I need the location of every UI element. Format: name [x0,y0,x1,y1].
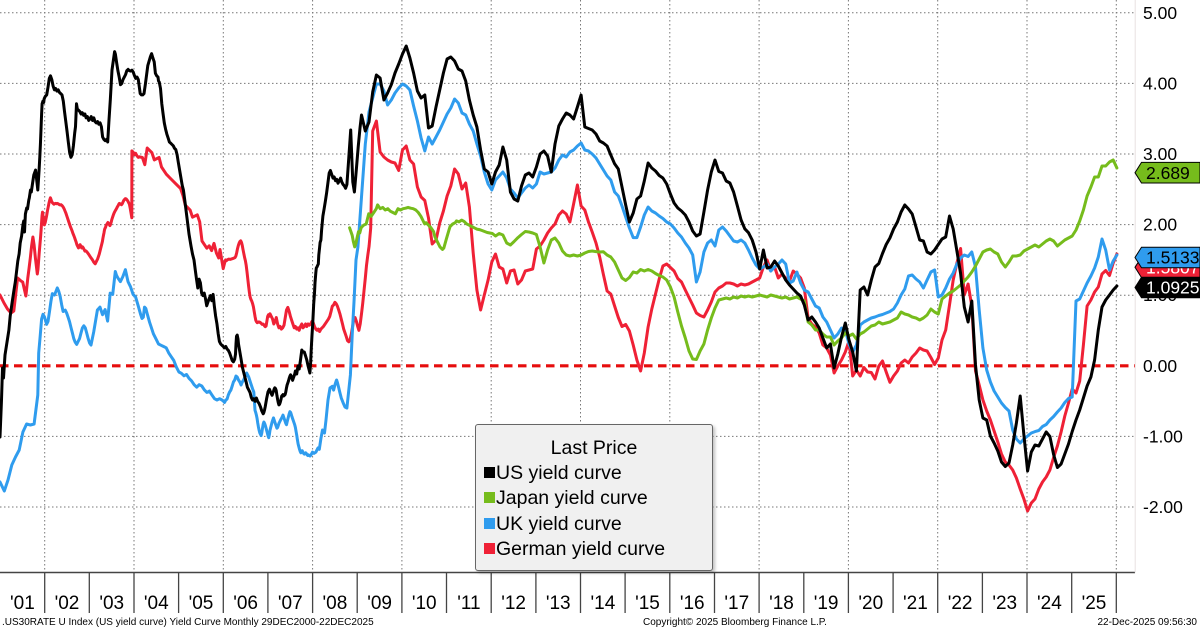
svg-text:2.00: 2.00 [1143,215,1177,235]
svg-text:'18: '18 [769,593,794,614]
svg-text:'08: '08 [323,593,348,614]
svg-text:'09: '09 [367,593,392,614]
svg-text:'22: '22 [948,593,973,614]
svg-text:'16: '16 [680,593,705,614]
svg-text:1.0925: 1.0925 [1146,278,1200,298]
svg-text:'15: '15 [635,593,660,614]
svg-text:'13: '13 [546,593,571,614]
svg-text:'04: '04 [144,593,169,614]
svg-text:2.689: 2.689 [1146,163,1190,183]
svg-text:'24: '24 [1037,593,1062,614]
svg-text:'05: '05 [189,593,214,614]
svg-text:'23: '23 [992,593,1017,614]
svg-text:'10: '10 [412,593,437,614]
svg-text:'06: '06 [233,593,258,614]
svg-text:'19: '19 [814,593,839,614]
svg-text:1.5133: 1.5133 [1146,248,1200,268]
svg-text:0.00: 0.00 [1143,356,1177,376]
svg-text:'25: '25 [1082,593,1107,614]
svg-text:'14: '14 [591,593,616,614]
svg-text:-1.00: -1.00 [1143,426,1183,446]
svg-text:'03: '03 [99,593,124,614]
svg-text:'11: '11 [457,593,480,614]
svg-text:'21: '21 [903,593,928,614]
svg-text:'20: '20 [858,593,883,614]
svg-text:'02: '02 [55,593,80,614]
svg-text:5.00: 5.00 [1143,3,1177,23]
svg-text:'07: '07 [278,593,303,614]
svg-text:-2.00: -2.00 [1143,497,1183,517]
svg-text:'17: '17 [724,593,749,614]
svg-text:4.00: 4.00 [1143,73,1177,93]
svg-text:'01: '01 [10,593,35,614]
svg-text:'12: '12 [501,593,526,614]
svg-text:3.00: 3.00 [1143,144,1177,164]
